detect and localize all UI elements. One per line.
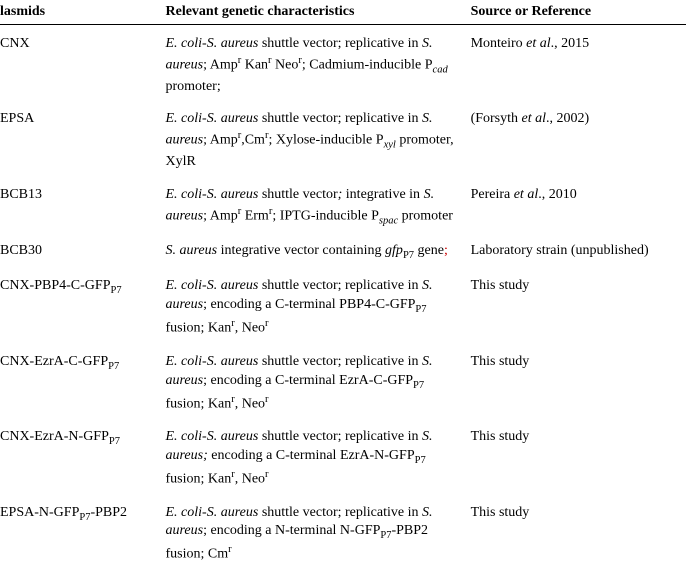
table-header-row: lasmids Relevant genetic characteristics… — [0, 0, 686, 25]
plasmid-cell: CNX-EzrA-N-GFPP7 — [0, 418, 166, 493]
table-row: CNX-EzrA-C-GFPP7E. coli-S. aureus shuttl… — [0, 343, 686, 418]
characteristics-cell: E. coli-S. aureus shuttle vector; replic… — [166, 100, 471, 175]
table-row: CNXE. coli-S. aureus shuttle vector; rep… — [0, 25, 686, 101]
plasmid-cell: EPSA — [0, 100, 166, 175]
plasmids-table: lasmids Relevant genetic characteristics… — [0, 0, 686, 569]
characteristics-cell: E. coli-S. aureus shuttle vector; replic… — [166, 494, 471, 569]
plasmid-cell: CNX — [0, 25, 166, 101]
characteristics-cell: E. coli-S. aureus shuttle vector; replic… — [166, 267, 471, 342]
characteristics-cell: S. aureus integrative vector containing … — [166, 232, 471, 267]
plasmid-cell: EPSA-N-GFPP7-PBP2 — [0, 494, 166, 569]
header-plasmids: lasmids — [0, 0, 166, 25]
table-row: BCB30S. aureus integrative vector contai… — [0, 232, 686, 267]
source-cell: This study — [471, 343, 686, 418]
header-characteristics: Relevant genetic characteristics — [166, 0, 471, 25]
characteristics-cell: E. coli-S. aureus shuttle vector; integr… — [166, 176, 471, 233]
table-row: CNX-PBP4-C-GFPP7E. coli-S. aureus shuttl… — [0, 267, 686, 342]
table-row: EPSAE. coli-S. aureus shuttle vector; re… — [0, 100, 686, 175]
characteristics-cell: E. coli-S. aureus shuttle vector; replic… — [166, 343, 471, 418]
plasmid-cell: BCB30 — [0, 232, 166, 267]
source-cell: This study — [471, 418, 686, 493]
characteristics-cell: E. coli-S. aureus shuttle vector; replic… — [166, 418, 471, 493]
plasmid-cell: BCB13 — [0, 176, 166, 233]
source-cell: (Forsyth et al., 2002) — [471, 100, 686, 175]
source-cell: Monteiro et al., 2015 — [471, 25, 686, 101]
characteristics-cell: E. coli-S. aureus shuttle vector; replic… — [166, 25, 471, 101]
table-row: EPSA-N-GFPP7-PBP2E. coli-S. aureus shutt… — [0, 494, 686, 569]
source-cell: This study — [471, 494, 686, 569]
table-row: BCB13E. coli-S. aureus shuttle vector; i… — [0, 176, 686, 233]
plasmid-cell: CNX-PBP4-C-GFPP7 — [0, 267, 166, 342]
source-cell: Laboratory strain (unpublished) — [471, 232, 686, 267]
table-row: CNX-EzrA-N-GFPP7E. coli-S. aureus shuttl… — [0, 418, 686, 493]
source-cell: This study — [471, 267, 686, 342]
source-cell: Pereira et al., 2010 — [471, 176, 686, 233]
plasmid-cell: CNX-EzrA-C-GFPP7 — [0, 343, 166, 418]
header-source: Source or Reference — [471, 0, 686, 25]
